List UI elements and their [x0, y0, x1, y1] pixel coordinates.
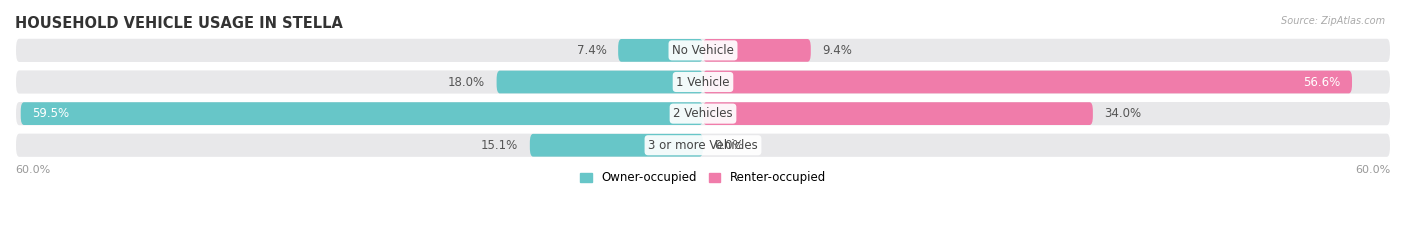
Text: 56.6%: 56.6%: [1303, 75, 1340, 89]
FancyBboxPatch shape: [15, 133, 1391, 158]
Text: 60.0%: 60.0%: [15, 165, 51, 175]
Text: 34.0%: 34.0%: [1104, 107, 1142, 120]
FancyBboxPatch shape: [15, 101, 1391, 126]
FancyBboxPatch shape: [496, 71, 703, 93]
FancyBboxPatch shape: [530, 134, 703, 157]
FancyBboxPatch shape: [703, 39, 811, 62]
Text: 2 Vehicles: 2 Vehicles: [673, 107, 733, 120]
Text: 15.1%: 15.1%: [481, 139, 519, 152]
FancyBboxPatch shape: [703, 102, 1092, 125]
Text: 60.0%: 60.0%: [1355, 165, 1391, 175]
Text: 1 Vehicle: 1 Vehicle: [676, 75, 730, 89]
FancyBboxPatch shape: [619, 39, 703, 62]
Text: Source: ZipAtlas.com: Source: ZipAtlas.com: [1281, 16, 1385, 26]
Text: 0.0%: 0.0%: [714, 139, 744, 152]
FancyBboxPatch shape: [703, 71, 1353, 93]
Text: No Vehicle: No Vehicle: [672, 44, 734, 57]
Text: HOUSEHOLD VEHICLE USAGE IN STELLA: HOUSEHOLD VEHICLE USAGE IN STELLA: [15, 16, 343, 31]
Text: 7.4%: 7.4%: [576, 44, 606, 57]
FancyBboxPatch shape: [21, 102, 703, 125]
Legend: Owner-occupied, Renter-occupied: Owner-occupied, Renter-occupied: [575, 167, 831, 189]
Text: 59.5%: 59.5%: [32, 107, 69, 120]
FancyBboxPatch shape: [15, 69, 1391, 95]
FancyBboxPatch shape: [15, 38, 1391, 63]
Text: 3 or more Vehicles: 3 or more Vehicles: [648, 139, 758, 152]
Text: 9.4%: 9.4%: [823, 44, 852, 57]
Text: 18.0%: 18.0%: [449, 75, 485, 89]
